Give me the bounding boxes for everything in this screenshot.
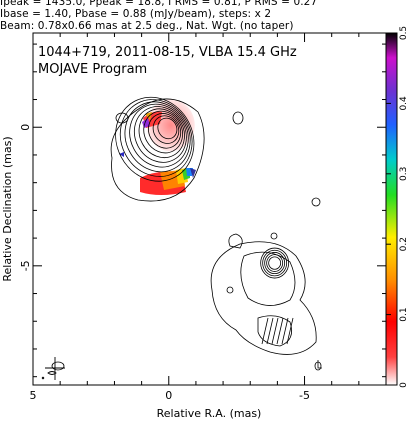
hatch-line — [276, 317, 284, 345]
colorbar-tick-label: 0.1 — [399, 307, 409, 321]
plot-frame — [32, 32, 387, 386]
hatched-region — [257, 315, 293, 347]
knot-contour — [268, 256, 282, 270]
beam-marker — [41, 357, 65, 380]
core-contour — [152, 115, 180, 144]
hatch-line — [286, 317, 294, 345]
polarization-patch — [190, 168, 196, 178]
knot-contour — [266, 254, 284, 272]
colorbar-tick-label: 0.4 — [399, 96, 409, 111]
core-contour — [129, 103, 189, 168]
axis-tick-labels: 5 0 -5 0 -5 — [19, 124, 310, 402]
x-tick-label: -5 — [299, 389, 310, 402]
y-tick-label: -5 — [19, 260, 32, 271]
y-tick-label: 0 — [19, 124, 32, 131]
core-contour — [119, 99, 193, 177]
header-base-line: Ibase = 1.40, Pbase = 0.88 (mJy/beam), s… — [0, 8, 272, 20]
polarization-patch — [145, 112, 152, 120]
knot-contour — [264, 252, 286, 275]
polarization-patch — [119, 152, 124, 157]
core-contour — [124, 101, 191, 173]
colorbar-ticks: 0 0.1 0.2 0.3 0.4 0.5 — [386, 26, 409, 388]
core-contour — [148, 113, 182, 149]
knot-contour — [260, 247, 290, 279]
isolated-contour — [311, 197, 321, 207]
jet-envelope-contour — [210, 241, 317, 355]
isolated-contour — [51, 361, 65, 371]
isolated-contour — [115, 112, 129, 124]
jet-blob-contour — [228, 233, 243, 249]
jet-inner-contour — [240, 251, 296, 306]
colorbar — [385, 32, 398, 386]
hatch-line — [266, 317, 274, 345]
colorbar-tick-label: 0.3 — [399, 167, 409, 181]
core-contour — [138, 108, 185, 159]
y-axis-label: Relative Declination (mas) — [1, 136, 14, 281]
hatch-line — [281, 317, 289, 345]
isolated-contour — [317, 360, 322, 369]
core-contour — [133, 106, 187, 163]
core-envelope-contour — [110, 98, 205, 202]
core-contour — [157, 117, 178, 140]
isolated-contour — [226, 286, 234, 294]
chart-subtitle: MOJAVE Program — [38, 62, 147, 77]
contour-lines — [51, 96, 322, 371]
axis-ticks — [32, 33, 387, 385]
colorbar-tick-label: 0.2 — [399, 237, 409, 251]
hatch-line — [271, 317, 279, 345]
core-contour — [115, 96, 195, 182]
colorbar-tick-label: 0.5 — [399, 26, 409, 40]
x-tick-label: 0 — [165, 389, 172, 402]
hatch-line — [261, 317, 269, 345]
core-contour — [143, 110, 183, 154]
x-tick-label: 5 — [30, 389, 37, 402]
isolated-contour — [232, 111, 244, 125]
colorbar-tick-label: 0 — [399, 382, 409, 388]
knot-contour — [262, 249, 288, 277]
isolated-contour — [270, 232, 278, 240]
header-peak-line: Ipeak = 1435.0, Ppeak = 18.8, I RMS = 0.… — [0, 0, 318, 8]
header-beam-line: Beam: 0.78x0.66 mas at 2.5 deg., Nat. Wg… — [0, 20, 294, 32]
chart-title: 1044+719, 2011-08-15, VLBA 15.4 GHz — [38, 45, 297, 60]
x-axis-label: Relative R.A. (mas) — [157, 407, 262, 420]
